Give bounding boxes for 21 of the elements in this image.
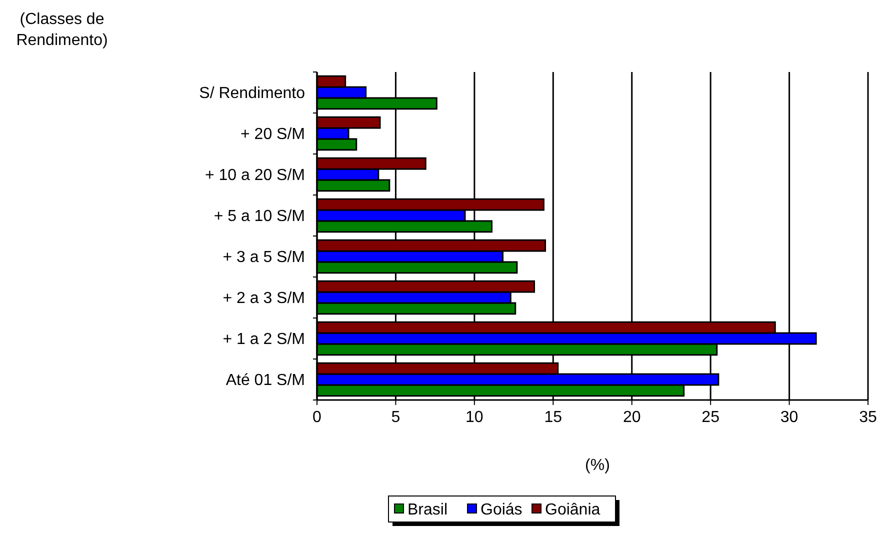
y-tick-label: + 10 a 20 S/M <box>204 167 305 184</box>
text: (Classes de Rendimento) <box>16 11 108 49</box>
legend-label: Brasil <box>408 502 448 519</box>
x-tick-label: 0 <box>312 409 322 426</box>
y-tick-label: + 3 a 5 S/M <box>222 249 305 266</box>
y-tick-label: + 5 a 10 S/M <box>214 208 305 226</box>
y-tick-label: + 2 a 3 S/M <box>222 290 305 308</box>
x-tick-label: 15 <box>544 409 562 426</box>
legend-label: Goiás <box>480 502 522 519</box>
x-tick-label: 25 <box>702 409 720 426</box>
y-tick-label: + 20 S/M <box>240 126 305 144</box>
x-tick-label: 30 <box>780 409 798 426</box>
x-axis-title: (%) <box>585 457 610 474</box>
y-tick-label: Até 01 S/M <box>226 372 305 390</box>
x-tick-label: 20 <box>622 409 641 426</box>
y-tick-label: + 1 a 2 S/M <box>222 331 305 348</box>
x-tick-label: 10 <box>466 409 484 426</box>
x-tick-label: 35 <box>859 409 877 426</box>
legend-label: Goiânia <box>545 502 600 519</box>
x-tick-label: 5 <box>391 409 400 426</box>
y-tick-label: S/ Rendimento <box>199 85 306 102</box>
